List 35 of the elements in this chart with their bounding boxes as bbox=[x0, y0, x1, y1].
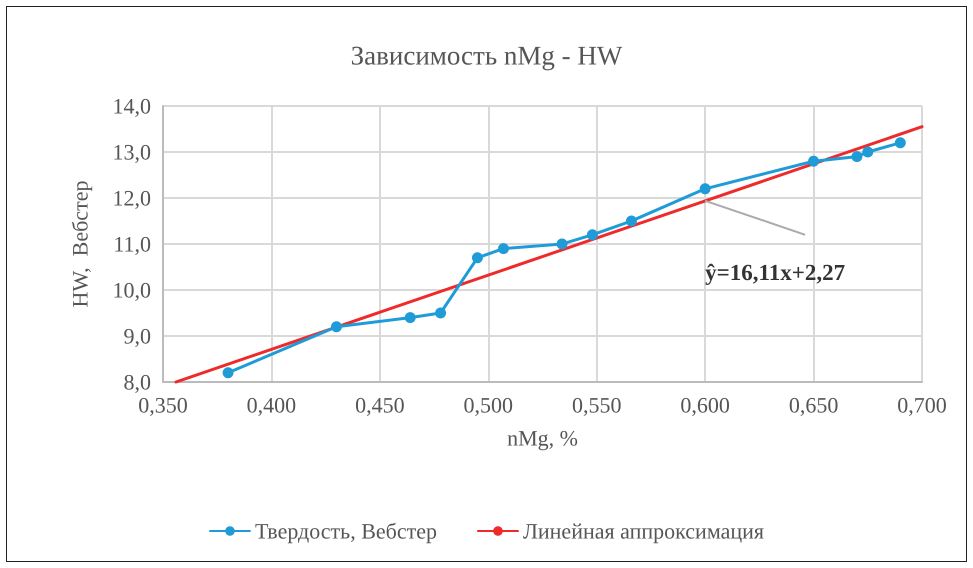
y-tick-label: 14,0 bbox=[112, 94, 151, 118]
chart-title: Зависимость nMg - HW bbox=[350, 40, 623, 70]
point bbox=[222, 367, 234, 378]
point bbox=[472, 252, 483, 264]
point bbox=[435, 308, 446, 318]
point bbox=[586, 229, 598, 240]
x-axis-title: nMg, % bbox=[507, 426, 578, 450]
y-tick-label: 10,0 bbox=[112, 278, 151, 302]
x-tick-label: 0,500 bbox=[464, 392, 514, 418]
point bbox=[404, 312, 416, 324]
point bbox=[700, 183, 711, 194]
x-tick-label: 0,600 bbox=[680, 392, 730, 418]
x-tick-label: 0,350 bbox=[138, 392, 188, 418]
y-tick-label: 9,0 bbox=[124, 324, 151, 348]
point bbox=[862, 146, 874, 158]
y-tick-label: 8,0 bbox=[124, 370, 151, 394]
x-tick-label: 0,550 bbox=[572, 392, 622, 418]
point bbox=[626, 216, 637, 226]
point bbox=[808, 156, 820, 167]
x-tick-label: 0,650 bbox=[788, 392, 838, 418]
legend-label: Твердость, Вебстер bbox=[254, 518, 437, 544]
point bbox=[330, 321, 342, 332]
y-tick-label: 12,0 bbox=[112, 186, 151, 210]
point bbox=[851, 151, 862, 162]
point bbox=[556, 238, 568, 250]
annotation: ŷ=16,11x+2,27 bbox=[705, 260, 846, 285]
x-tick-label: 0,450 bbox=[355, 392, 405, 418]
y-axis-title: HW, Вебстер bbox=[68, 180, 92, 308]
legend-label: Линейная аппроксимация bbox=[522, 518, 764, 544]
x-tick-label: 0,700 bbox=[897, 392, 947, 418]
y-tick-label: 11,0 bbox=[113, 232, 151, 256]
y-tick-label: 13,0 bbox=[112, 140, 151, 164]
point bbox=[498, 243, 509, 254]
x-tick-label: 0,400 bbox=[246, 392, 296, 418]
point bbox=[894, 137, 906, 148]
